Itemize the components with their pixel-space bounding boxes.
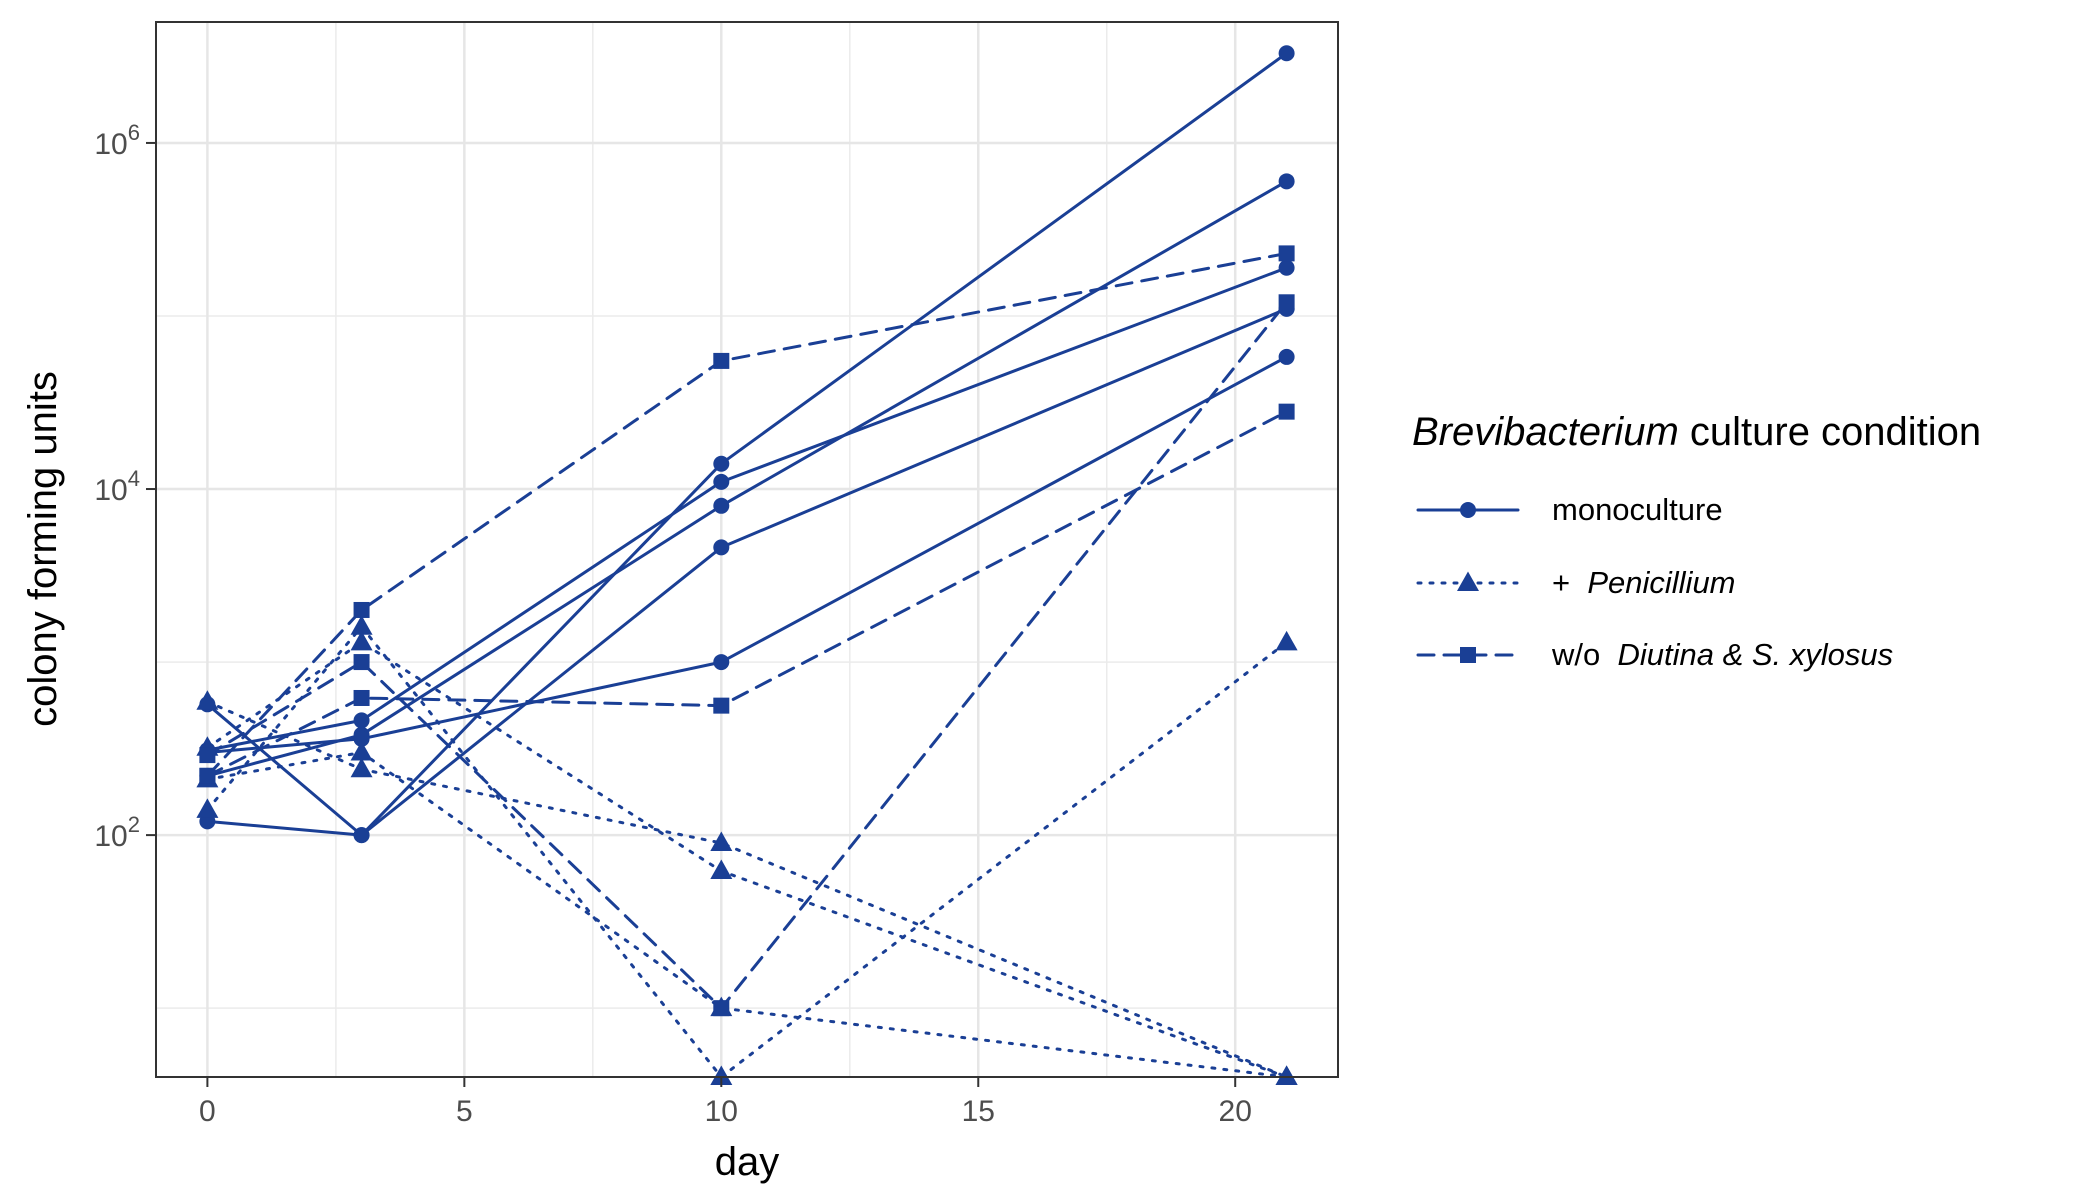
legend: Brevibacterium culture condition monocul… [1412,410,1981,672]
legend-title: Brevibacterium culture condition [1412,410,1981,454]
circle-point [713,473,730,490]
legend-item-wo: w/o Diutina & S. xylosus [1416,637,1893,672]
square-point [353,654,370,671]
y-tick-label: 106 [94,120,140,161]
legend-item-monoculture: monoculture [1416,492,1723,527]
triangle-point [710,831,733,852]
circle-point [353,827,370,844]
square-point [713,697,730,714]
circle-point [1278,259,1295,276]
series-wo [199,403,1295,784]
triangle-point [350,741,373,761]
series-line [205,179,1289,778]
x-tick-label: 15 [962,1095,995,1128]
y-tick-label: 102 [94,812,140,853]
series-line [205,251,1289,778]
x-tick-label: 10 [705,1095,738,1128]
legend-keys: monoculture + Penicillium w/o Diutina & S.… [1416,492,1893,672]
triangle-point [196,690,219,710]
series-line [205,51,1289,837]
square-point [1278,294,1295,311]
series-line [205,625,1289,1079]
legend-item-penicillium: + Penicillium [1416,565,1736,600]
square-point [353,601,370,618]
triangle-point [1457,571,1479,591]
series-penicillium [196,615,1298,1085]
series-line [205,410,1289,778]
circle-point [1460,502,1476,518]
circle-point [713,497,730,514]
circle-point [353,712,370,729]
circle-point [1278,348,1295,365]
square-point [1460,647,1476,663]
legend-label: monoculture [1552,492,1723,527]
plot-panel-border [155,21,1339,1078]
series-line [205,300,1289,1010]
x-axis: 0 5 10 15 20 [199,1077,1252,1128]
circle-point [713,455,730,472]
x-axis-label: day [715,1140,780,1184]
series-wo [199,294,1295,1017]
x-tick-label: 0 [199,1095,216,1128]
triangle-point [710,1065,733,1085]
legend-title-rest: culture condition [1679,410,1981,454]
series-line [205,307,1289,837]
y-axis-label: colony forming units [21,371,65,727]
triangle-point [1275,630,1298,651]
square-point [1278,403,1295,420]
circle-point [1278,173,1295,190]
minor-gridlines [156,22,1338,1077]
x-tick-label: 5 [456,1095,473,1128]
square-point [199,747,216,764]
series-line [205,640,1289,1079]
x-tick-label: 20 [1219,1095,1252,1128]
legend-title-italic: Brevibacterium [1412,410,1679,454]
circle-point [353,730,370,747]
square-point [1278,245,1295,262]
legend-label: w/o Diutina & S. xylosus [1551,637,1893,672]
square-point [713,352,730,369]
triangle-point [196,798,219,818]
square-point [199,767,216,784]
triangle-point [350,615,373,635]
triangle-point [350,757,373,778]
square-point [713,1000,730,1017]
triangle-point [1275,1065,1298,1085]
y-tick-label: 104 [94,466,140,507]
circle-point [713,654,730,671]
y-axis: 102 104 106 [94,120,156,853]
triangle-point [710,859,733,880]
circle-point [713,539,730,556]
triangle-point [350,630,373,651]
circle-point [1278,45,1295,62]
series-layer [196,45,1298,1085]
legend-label: + Penicillium [1552,565,1736,600]
square-point [353,689,370,706]
